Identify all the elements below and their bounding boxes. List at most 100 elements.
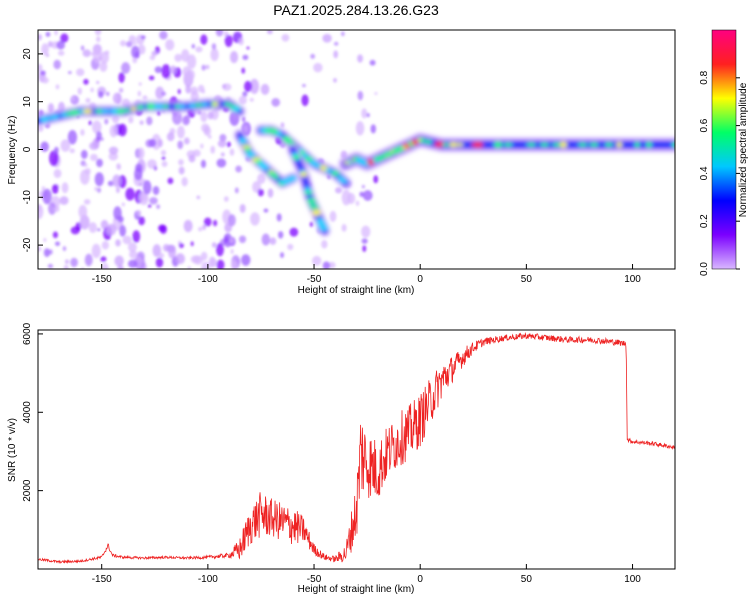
noise-speckle: [369, 59, 376, 66]
ridge-peak: [39, 116, 49, 123]
ridge-peak: [301, 153, 309, 158]
noise-speckle: [177, 88, 181, 95]
noise-speckle: [238, 235, 247, 244]
noise-speckle: [134, 167, 143, 181]
ridge-peak: [121, 108, 131, 113]
noise-speckle: [109, 125, 118, 138]
noise-speckle: [71, 96, 75, 101]
noise-speckle: [301, 83, 306, 88]
noise-speckle: [178, 243, 184, 249]
ridge-peak: [318, 225, 329, 231]
ridge-peak: [552, 142, 562, 147]
noise-speckle: [115, 239, 121, 247]
x-tick-label: -150: [92, 274, 112, 285]
y-tick-label: 0: [22, 146, 33, 152]
noise-speckle: [67, 70, 72, 75]
noise-speckle: [89, 141, 100, 151]
noise-speckle: [361, 225, 371, 238]
noise-speckle: [223, 233, 233, 248]
noise-speckle: [118, 123, 127, 137]
ridge-peak: [314, 163, 322, 168]
noise-speckle: [137, 147, 145, 160]
ridge-peak: [60, 112, 68, 118]
ridge-peak: [380, 154, 387, 159]
noise-speckle: [321, 239, 328, 249]
snr-frame: [37, 329, 676, 570]
noise-speckle: [213, 219, 218, 227]
noise-speckle: [119, 225, 127, 237]
noise-speckle: [322, 33, 332, 43]
noise-speckle: [181, 49, 190, 62]
noise-speckle: [51, 184, 59, 195]
noise-speckle: [242, 91, 248, 97]
noise-speckle: [329, 210, 337, 223]
x-tick-label: 0: [417, 274, 423, 285]
noise-speckle: [38, 63, 43, 72]
noise-speckle: [38, 33, 43, 41]
ridge-peak: [238, 137, 247, 144]
noise-speckle: [41, 43, 49, 56]
noise-speckle: [128, 35, 136, 43]
noise-speckle: [341, 223, 347, 232]
x-tick-label: -150: [92, 574, 112, 585]
noise-speckle: [196, 195, 201, 200]
noise-speckle: [177, 140, 184, 150]
noise-speckle: [55, 84, 60, 90]
noise-speckle: [373, 175, 379, 184]
noise-speckle: [241, 254, 251, 266]
noise-speckle: [116, 186, 120, 194]
noise-speckle: [137, 90, 142, 97]
colorbar-ticks: 0.0 0.2 0.4 0.6 0.8: [699, 70, 740, 276]
noise-speckle: [281, 34, 290, 42]
noise-speckle: [59, 196, 69, 205]
noise-speckle: [116, 163, 121, 170]
noise-speckle: [96, 80, 100, 85]
noise-speckle: [216, 259, 225, 269]
noise-speckle: [136, 209, 142, 217]
noise-speckle: [276, 213, 282, 222]
ridge-peak: [442, 142, 449, 147]
noise-speckle: [208, 256, 216, 268]
noise-speckle: [140, 35, 146, 40]
noise-speckle: [161, 160, 168, 168]
noise-speckle: [190, 90, 199, 103]
top-y-axis-label: Frequency (Hz): [7, 116, 18, 185]
noise-speckle: [63, 264, 69, 269]
noise-speckle: [148, 75, 155, 81]
noise-speckle: [361, 238, 368, 244]
noise-speckle: [137, 44, 146, 55]
noise-speckle: [80, 129, 85, 136]
noise-speckle: [200, 159, 207, 169]
noise-speckle: [226, 141, 231, 148]
ridge-peak: [283, 137, 293, 144]
noise-speckle: [112, 92, 122, 104]
noise-speckle: [97, 187, 102, 193]
ridge-layer: [38, 98, 675, 237]
noise-speckle: [60, 139, 71, 152]
noise-speckle: [56, 40, 65, 50]
noise-speckle: [88, 222, 98, 234]
noise-speckle: [101, 240, 109, 250]
noise-speckle: [362, 190, 373, 201]
snr-series-line: [38, 331, 675, 564]
ridge-peak: [137, 104, 144, 111]
noise-speckle: [220, 152, 225, 157]
noise-speckle: [112, 174, 122, 187]
ridge-peak: [70, 109, 81, 116]
noise-speckle: [148, 139, 157, 148]
noise-speckle: [208, 135, 212, 139]
noise-speckle: [76, 68, 85, 77]
noise-speckle: [41, 77, 49, 84]
noise-speckle: [80, 45, 85, 51]
y-tick-label: -20: [22, 237, 33, 252]
noise-speckle: [100, 137, 104, 141]
noise-speckle: [142, 95, 148, 100]
noise-speckle: [38, 204, 42, 212]
noise-speckle: [83, 78, 89, 85]
noise-speckle: [159, 30, 168, 40]
noise-speckle: [127, 242, 137, 253]
noise-speckle: [361, 108, 368, 119]
noise-speckle: [96, 36, 101, 43]
noise-speckle: [154, 66, 163, 74]
noise-speckle: [96, 131, 102, 140]
